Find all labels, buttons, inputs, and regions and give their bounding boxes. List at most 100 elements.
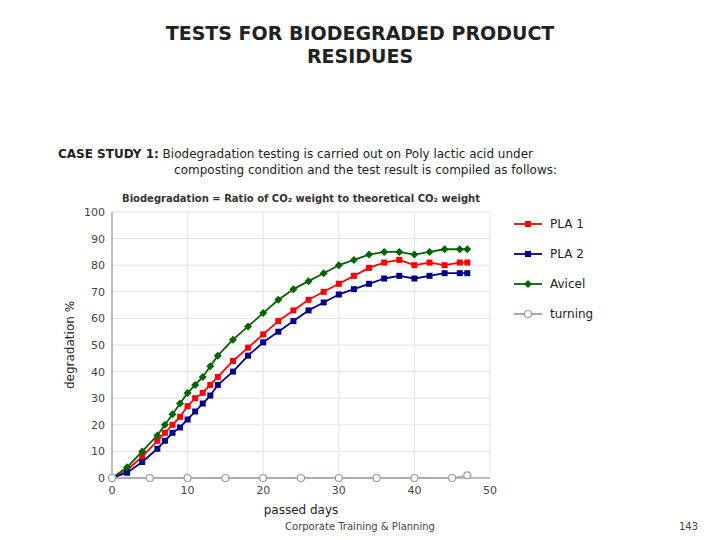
- series-point: [441, 245, 449, 253]
- series-point: [380, 248, 388, 256]
- series-point: [442, 262, 448, 268]
- series-point: [214, 352, 222, 360]
- series-point: [192, 395, 198, 401]
- grid: [112, 212, 490, 478]
- series-point: [222, 475, 229, 482]
- legend-label: turning: [550, 307, 593, 321]
- series-point: [192, 409, 198, 415]
- case-study-text: Biodegradation testing is carried out on…: [159, 147, 557, 177]
- series-point: [260, 331, 266, 337]
- series-point: [207, 382, 213, 388]
- series-point: [366, 281, 372, 287]
- series-point: [306, 307, 312, 313]
- x-axis-label: passed days: [264, 503, 339, 517]
- series-point: [464, 270, 470, 276]
- series-point: [200, 401, 206, 407]
- series-point: [289, 285, 297, 293]
- legend-swatch-marker: [524, 280, 532, 288]
- series-point: [320, 269, 328, 277]
- series-point: [154, 446, 160, 452]
- legend: PLA 1 PLA 2 Avicel turning: [514, 217, 593, 321]
- series-point: [123, 463, 131, 471]
- series-point: [200, 390, 206, 396]
- legend-label: PLA 1: [550, 217, 584, 231]
- series-point: [396, 257, 402, 263]
- series-point: [442, 270, 448, 276]
- main-title-line: RESIDUES: [307, 45, 413, 67]
- y-grid-line: [112, 398, 490, 399]
- series-point: [351, 286, 357, 292]
- series-point: [365, 251, 373, 259]
- series-point: [215, 382, 221, 388]
- y-grid-line: [112, 212, 490, 213]
- series-point: [244, 322, 252, 330]
- series-point: [162, 430, 168, 436]
- series-point: [298, 475, 305, 482]
- y-axis-line: [112, 212, 113, 478]
- series-point: [396, 273, 402, 279]
- series-point: [177, 414, 183, 420]
- series-point: [162, 438, 168, 444]
- series-point: [229, 336, 237, 344]
- x-tick-label: 10: [181, 484, 195, 497]
- series-point: [321, 289, 327, 295]
- series-point: [321, 299, 327, 305]
- series-point: [335, 475, 342, 482]
- series-point: [191, 381, 199, 389]
- series-point: [139, 459, 145, 465]
- series-point: [306, 297, 312, 303]
- series-point: [260, 339, 266, 345]
- series-point: [457, 270, 463, 276]
- series-point: [411, 475, 418, 482]
- x-tick-label: 20: [256, 484, 270, 497]
- series-point: [161, 421, 169, 429]
- main-title-line: TESTS FOR BIODEGRADED PRODUCT: [166, 22, 555, 44]
- series-point: [169, 430, 175, 436]
- series-point: [146, 475, 153, 482]
- plot-area: [108, 245, 471, 482]
- series-point: [215, 374, 221, 380]
- series-point: [168, 410, 176, 418]
- series-point: [411, 262, 417, 268]
- y-grid-line: [112, 318, 490, 319]
- x-tick-label: 40: [407, 484, 421, 497]
- y-grid-line: [112, 265, 490, 266]
- series-point: [108, 474, 116, 482]
- series-point: [381, 260, 387, 266]
- series-point: [138, 447, 146, 455]
- series-point: [366, 265, 372, 271]
- y-tick-label: 20: [91, 419, 105, 432]
- series-line: [112, 273, 467, 478]
- y-tick-label: 60: [91, 312, 105, 325]
- series-point: [206, 362, 214, 370]
- series-point: [230, 358, 236, 364]
- series-point: [185, 416, 191, 422]
- series-point: [351, 273, 357, 279]
- series-point: [335, 261, 343, 269]
- footer-left: Corporate Training & Planning: [285, 521, 435, 532]
- series-point: [275, 329, 281, 335]
- case-study-text-line: composting condition and the test result…: [159, 163, 557, 177]
- series-line: [112, 249, 467, 478]
- case-study-label: CASE STUDY 1:: [58, 147, 159, 161]
- chart-subtitle: Biodegradation = Ratio of CO₂ weight to …: [122, 193, 480, 204]
- series-point: [427, 260, 433, 266]
- series-point: [176, 400, 184, 408]
- legend-label: Avicel: [550, 277, 585, 291]
- y-tick-label: 50: [91, 339, 105, 352]
- y-grid-line: [112, 345, 490, 346]
- x-tick-label: 0: [109, 484, 116, 497]
- legend-label: PLA 2: [550, 247, 584, 261]
- series-point: [199, 373, 207, 381]
- series-point: [456, 245, 464, 253]
- y-tick-label: 30: [91, 392, 105, 405]
- y-tick-label: 90: [91, 233, 105, 246]
- series-point: [336, 291, 342, 297]
- series-point: [464, 472, 471, 479]
- x-grid-line: [490, 212, 491, 478]
- y-axis-label: degradation %: [63, 301, 77, 389]
- x-grid-line: [187, 212, 188, 478]
- series-point: [463, 245, 471, 253]
- y-grid-line: [112, 238, 490, 239]
- series-point: [274, 296, 282, 304]
